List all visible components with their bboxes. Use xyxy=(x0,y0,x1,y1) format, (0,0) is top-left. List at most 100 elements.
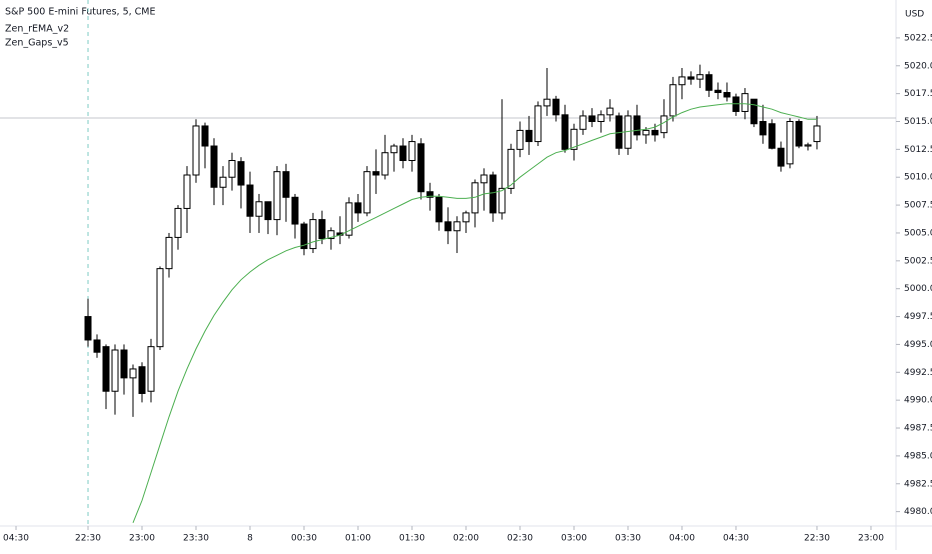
candle-body xyxy=(588,115,596,122)
candle-body xyxy=(678,76,686,86)
candle-body xyxy=(345,202,353,236)
candle-body xyxy=(120,349,128,379)
candle-body xyxy=(723,92,731,98)
y-tick-label: 5005.00 xyxy=(904,228,932,238)
candle-body xyxy=(561,114,569,150)
candle-body xyxy=(318,219,326,240)
x-tick-label: 04:30 xyxy=(3,534,29,544)
candle-body xyxy=(804,144,812,147)
candle-body xyxy=(354,202,362,214)
candle-body xyxy=(228,160,236,178)
y-tick-label: 4997.50 xyxy=(904,312,932,322)
candle-body xyxy=(327,230,335,240)
y-tick-label: 4985.00 xyxy=(904,451,932,461)
x-tick-label: 04:00 xyxy=(669,534,695,544)
y-tick-label: 5012.50 xyxy=(904,145,932,155)
candle-body xyxy=(255,201,263,217)
y-tick-label: 4992.50 xyxy=(904,368,932,378)
candle-body xyxy=(183,174,191,209)
y-tick-label: 4987.50 xyxy=(904,424,932,434)
candle-body xyxy=(372,171,380,176)
candle-body xyxy=(480,174,488,184)
y-tick-label: 5007.50 xyxy=(904,201,932,211)
y-tick-label: 4980.00 xyxy=(904,507,932,517)
candle-body xyxy=(669,84,677,117)
y-tick-label: 5022.50 xyxy=(904,33,932,43)
candle-body xyxy=(732,96,740,112)
x-tick-label: 01:00 xyxy=(345,534,371,544)
candle-body xyxy=(777,147,785,167)
ema-line xyxy=(132,103,817,523)
candle-body xyxy=(507,148,515,189)
candle-body xyxy=(813,125,821,143)
candle-body xyxy=(111,349,119,392)
candle-body xyxy=(282,171,290,198)
candle-body xyxy=(417,143,425,193)
indicator-label: Zen_rEMA_v2 xyxy=(5,24,69,35)
candle-body xyxy=(174,207,182,238)
candle-body xyxy=(696,74,704,80)
candle-body xyxy=(435,196,443,223)
candle-body xyxy=(363,171,371,214)
y-tick-label: 5015.00 xyxy=(904,117,932,127)
candle-body xyxy=(138,366,146,394)
candle-body xyxy=(165,236,173,270)
y-tick-label: 4990.00 xyxy=(904,396,932,406)
candle-body xyxy=(750,98,758,125)
x-tick-label: 22:30 xyxy=(75,534,101,544)
candle-body xyxy=(606,107,614,116)
chart-title: S&P 500 E-mini Futures, 5, CME xyxy=(5,7,156,18)
x-tick-label: 23:30 xyxy=(183,534,209,544)
candle-body xyxy=(453,221,461,232)
x-tick-label: 02:30 xyxy=(507,534,533,544)
candle-body xyxy=(525,129,533,143)
currency-label: USD xyxy=(905,10,924,20)
candle-body xyxy=(462,212,470,223)
candle-body xyxy=(687,76,695,80)
candle-body xyxy=(84,316,92,341)
y-tick-label: 5010.00 xyxy=(904,173,932,183)
candle-body xyxy=(498,187,506,214)
candle-body xyxy=(129,368,137,379)
candle-body xyxy=(408,141,416,162)
candle-body xyxy=(201,125,209,147)
candle-body xyxy=(714,89,722,94)
candle-body xyxy=(246,184,254,217)
candle-body xyxy=(642,129,650,136)
x-tick-label: 04:30 xyxy=(723,534,749,544)
candle-body xyxy=(597,114,605,122)
candle-body xyxy=(516,129,524,150)
x-tick-label: 03:30 xyxy=(615,534,641,544)
candle-body xyxy=(444,221,452,232)
x-tick-label: 23:00 xyxy=(129,534,155,544)
candle-body xyxy=(237,161,245,186)
candle-body xyxy=(579,115,587,130)
candle-body xyxy=(156,268,164,348)
candle-body xyxy=(534,105,542,143)
candle-body xyxy=(273,171,281,221)
candle-body xyxy=(768,123,776,149)
x-tick-label: 02:00 xyxy=(453,534,479,544)
candle-body xyxy=(309,219,317,250)
candle-body xyxy=(147,346,155,392)
x-tick-label: 03:00 xyxy=(561,534,587,544)
candle-body xyxy=(219,176,227,188)
candle-body xyxy=(426,191,434,198)
candle-body xyxy=(264,201,272,221)
candle-body xyxy=(300,223,308,250)
candle-body xyxy=(291,196,299,225)
candle-body xyxy=(210,145,218,188)
candle-body xyxy=(192,125,200,176)
candle-body xyxy=(489,174,497,214)
y-tick-label: 4982.50 xyxy=(904,479,932,489)
candle-body xyxy=(741,93,749,112)
candle-body xyxy=(795,120,803,147)
candle-body xyxy=(705,74,713,91)
x-tick-label: 22:30 xyxy=(804,534,830,544)
candle-body xyxy=(786,120,794,165)
candle-body xyxy=(660,115,668,134)
candle-body xyxy=(552,98,560,116)
